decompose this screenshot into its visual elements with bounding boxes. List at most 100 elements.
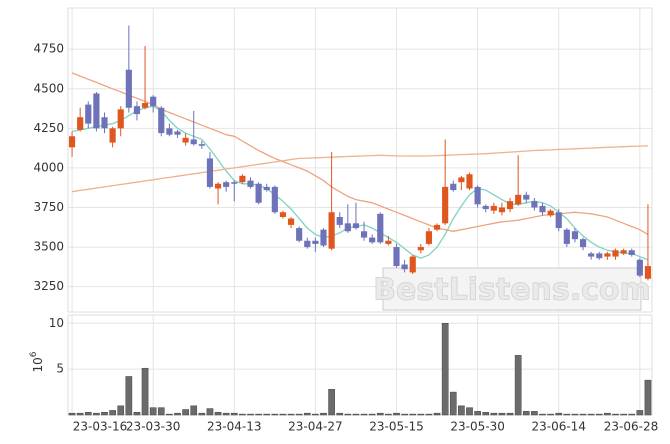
candle-body (85, 104, 92, 124)
price-panel-frame (67, 7, 653, 313)
volume-bar (539, 413, 546, 416)
watermark-box (382, 267, 642, 311)
watermark: BestListens.com (373, 273, 651, 308)
volume-bar (149, 407, 157, 416)
volume-unit-base: 10 (31, 357, 45, 372)
volume-bar (612, 413, 619, 416)
y-tick-label: 4750 (33, 42, 64, 56)
volume-bar (360, 413, 368, 416)
x-tick-label: 23-05-30 (450, 420, 504, 434)
candle-body (263, 186, 270, 191)
candle-body (190, 139, 197, 145)
candle-body (312, 240, 319, 244)
candle-body (68, 136, 76, 148)
volume-bar (514, 355, 522, 416)
volume-bar (320, 412, 327, 416)
candle-body (523, 194, 530, 200)
candle-body (490, 205, 497, 211)
volume-bar (547, 413, 554, 416)
candle-body (206, 158, 214, 187)
candle-body (401, 264, 408, 270)
volume-bar (230, 412, 238, 416)
candle-body (393, 247, 400, 267)
volume-bar (117, 405, 125, 416)
volume-bar (490, 412, 498, 416)
candle-body (466, 174, 473, 189)
candle-body (612, 250, 619, 257)
y-tick-label: 4000 (33, 160, 64, 174)
y-tick-label: 3750 (33, 200, 64, 214)
y2-tick-label: 5 (56, 362, 64, 376)
candle-body (320, 229, 327, 246)
volume-unit-exponent: 6 (29, 351, 39, 357)
volume-bar (84, 411, 92, 416)
candle-body (450, 183, 457, 191)
candle-body (482, 205, 489, 210)
candle-body (644, 266, 652, 279)
volume-bar (620, 413, 627, 416)
volume-bar (198, 412, 206, 416)
volume-bar (466, 407, 473, 416)
volume-bar (206, 408, 214, 416)
candle-body (588, 253, 595, 257)
candle-body (247, 180, 254, 187)
candle-body (409, 256, 416, 273)
volume-bar (417, 413, 425, 416)
volume-bar (409, 413, 417, 416)
volume-bar (368, 413, 376, 416)
candle-body (77, 117, 84, 130)
candle-body (539, 205, 546, 213)
candle-body (604, 253, 611, 257)
x-tick-label: 23-05-15 (369, 420, 423, 434)
volume-bar (174, 412, 181, 416)
candle-body (336, 217, 343, 225)
candle-body (369, 237, 376, 243)
volume-bar (328, 389, 335, 416)
volume-bar (636, 410, 644, 416)
candle-body (198, 144, 205, 146)
volume-bar (101, 411, 108, 416)
candle-body (628, 250, 635, 255)
volume-bar (352, 413, 360, 416)
volume-bar (458, 405, 465, 416)
candle-body (182, 137, 189, 143)
volume-bar (166, 413, 173, 416)
volume-bar (628, 413, 636, 416)
volume-bar (303, 412, 311, 416)
candle-body (563, 229, 570, 244)
candle-body (515, 194, 522, 205)
candle-body (93, 93, 100, 129)
x-tick-label: 23-04-13 (207, 420, 261, 434)
volume-bar (571, 413, 579, 416)
candle-body (150, 96, 157, 107)
volume-bar (255, 413, 262, 416)
candle-body (328, 212, 335, 249)
volume-bar (595, 413, 603, 416)
candle-body (506, 201, 514, 210)
candle-body (547, 210, 554, 216)
candle-body (109, 128, 116, 143)
volume-bar (579, 413, 587, 416)
volume-bar (279, 413, 287, 416)
volume-bar (222, 412, 230, 416)
candle-body (620, 250, 627, 254)
volume-bar (376, 412, 384, 416)
volume-bar (506, 412, 514, 416)
candle-body (579, 239, 587, 248)
volume-bar (385, 413, 392, 416)
volume-bar (531, 411, 538, 416)
candle-body (555, 212, 562, 229)
volume-bar (433, 412, 441, 416)
candle-body (425, 231, 433, 244)
candle-body (296, 228, 303, 241)
candle-body (636, 259, 643, 276)
volume-bar (425, 413, 433, 416)
x-tick-label: 23-03-30 (126, 420, 180, 434)
volume-bar (336, 412, 344, 416)
candle-body (458, 177, 465, 183)
candle-body (596, 253, 603, 259)
volume-bar (393, 412, 400, 416)
volume-bar (474, 411, 481, 416)
volume-bar (449, 391, 457, 416)
volume-bar (271, 413, 279, 416)
